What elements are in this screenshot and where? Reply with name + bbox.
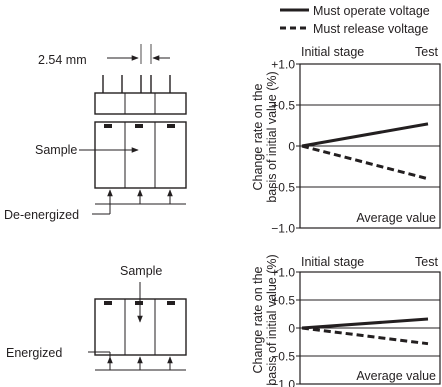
chart-ylabel-line1: Change rate on the	[251, 266, 265, 373]
y-tick-label: +1.0	[271, 266, 295, 280]
chart-note: Average value	[356, 211, 436, 225]
chart-stage-label: Initial stage	[301, 45, 364, 59]
y-tick-label: +0.5	[271, 99, 295, 113]
pin-pitch-label: 2.54 mm	[38, 53, 87, 67]
chart-test-label: Test	[415, 255, 438, 269]
y-tick-label: 0	[288, 140, 295, 154]
series-line-release	[301, 144, 429, 181]
state-label-top: De-energized	[4, 208, 79, 222]
chart-ylabel-line1: Change rate on the	[251, 83, 265, 190]
y-tick-label: +1.0	[271, 58, 295, 72]
chart-note: Average value	[356, 369, 436, 383]
support-arrows-top	[92, 189, 186, 215]
series-line-operate	[301, 317, 429, 330]
support-arrows-bottom	[88, 351, 186, 371]
y-tick-label: −0.5	[271, 350, 295, 364]
relay-top-view	[94, 121, 187, 189]
chart-test-label: Test	[415, 45, 438, 59]
chart-deenergized: Initial stage Test Change rate on the ba…	[251, 45, 441, 236]
sample-label-bottom: Sample	[120, 264, 162, 278]
series-line-release	[301, 326, 429, 346]
legend-release-label: Must release voltage	[313, 22, 428, 36]
chart-frame	[299, 63, 441, 229]
chart-frame	[299, 271, 441, 385]
y-tick-label: 0	[288, 322, 295, 336]
chart-ylabel-line2: basis of initial value (%)	[265, 71, 279, 202]
y-tick-label: −0.5	[271, 181, 295, 195]
chart-energized: Initial stage Test Change rate on the ba…	[251, 254, 441, 387]
relay-diagram-deenergized: 2.54 mm Sample De-ene	[4, 44, 187, 222]
relay-side-view	[94, 92, 187, 115]
y-tick-label: +0.5	[271, 294, 295, 308]
sample-label-top: Sample	[35, 143, 77, 157]
chart-ylabel-line2: basis of initial value (%)	[265, 254, 279, 385]
y-tick-label: −1.0	[271, 222, 295, 236]
state-label-bottom: Energized	[6, 346, 62, 360]
relay-diagram-energized: Sample Energized	[6, 264, 187, 371]
chart-stage-label: Initial stage	[301, 255, 364, 269]
y-tick-label: −1.0	[271, 378, 295, 387]
legend-operate-label: Must operate voltage	[313, 4, 430, 18]
legend: Must operate voltage Must release voltag…	[280, 4, 430, 36]
relay-pins	[102, 75, 171, 93]
series-line-operate	[301, 122, 429, 148]
